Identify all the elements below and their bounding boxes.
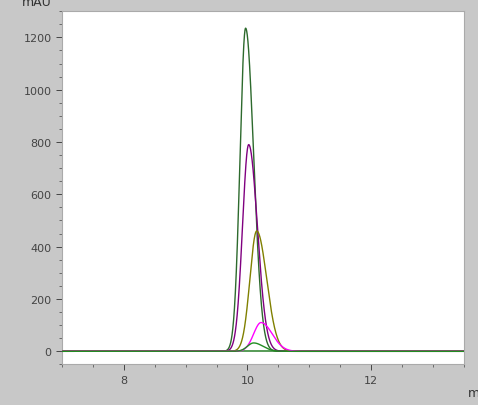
Text: mAU: mAU	[22, 0, 52, 9]
Text: min: min	[467, 386, 478, 399]
